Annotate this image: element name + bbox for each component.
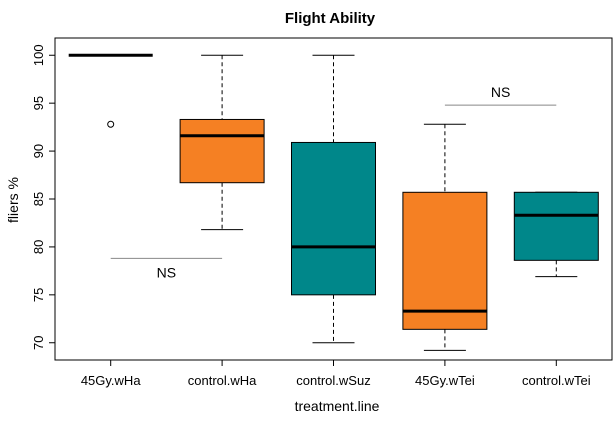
outlier-point (107, 120, 115, 128)
significance-annotation: NS (444, 84, 557, 106)
significance-label: NS (491, 84, 510, 100)
box-45Gy.wTei (402, 123, 488, 351)
significance-label: NS (157, 264, 176, 280)
box-control.wSuz (291, 54, 376, 344)
box-iqr (402, 191, 488, 330)
box-iqr (291, 141, 376, 296)
plot-area: 70 75 80 85 90 95 100 45Gy.wHa control.wHa contro… (31, 37, 613, 388)
box-iqr (179, 118, 265, 184)
x-axis-label: treatment.line (295, 398, 380, 414)
significance-annotation: NS (110, 257, 223, 280)
y-tick-label: 85 (31, 192, 46, 206)
x-tick-label: control.wSuz (296, 373, 370, 388)
box-45Gy.wHa (68, 53, 153, 128)
y-tick-label: 100 (31, 44, 46, 66)
y-tick-label: 95 (31, 96, 46, 110)
x-tick-label: control.wTei (522, 373, 591, 388)
y-axis-label: fliers % (5, 177, 21, 223)
x-tick-label: 45Gy.wTei (415, 373, 475, 388)
y-tick-label: 75 (31, 288, 46, 302)
y-tick-label: 80 (31, 240, 46, 254)
x-tick-label: 45Gy.wHa (81, 373, 141, 388)
box-control.wTei (513, 191, 599, 278)
box-control.wHa (179, 54, 265, 231)
y-tick-label: 70 (31, 336, 46, 350)
x-tick-label: control.wHa (188, 373, 257, 388)
chart-title: Flight Ability (285, 10, 376, 27)
y-tick-label: 90 (31, 144, 46, 158)
box-iqr (513, 191, 599, 261)
